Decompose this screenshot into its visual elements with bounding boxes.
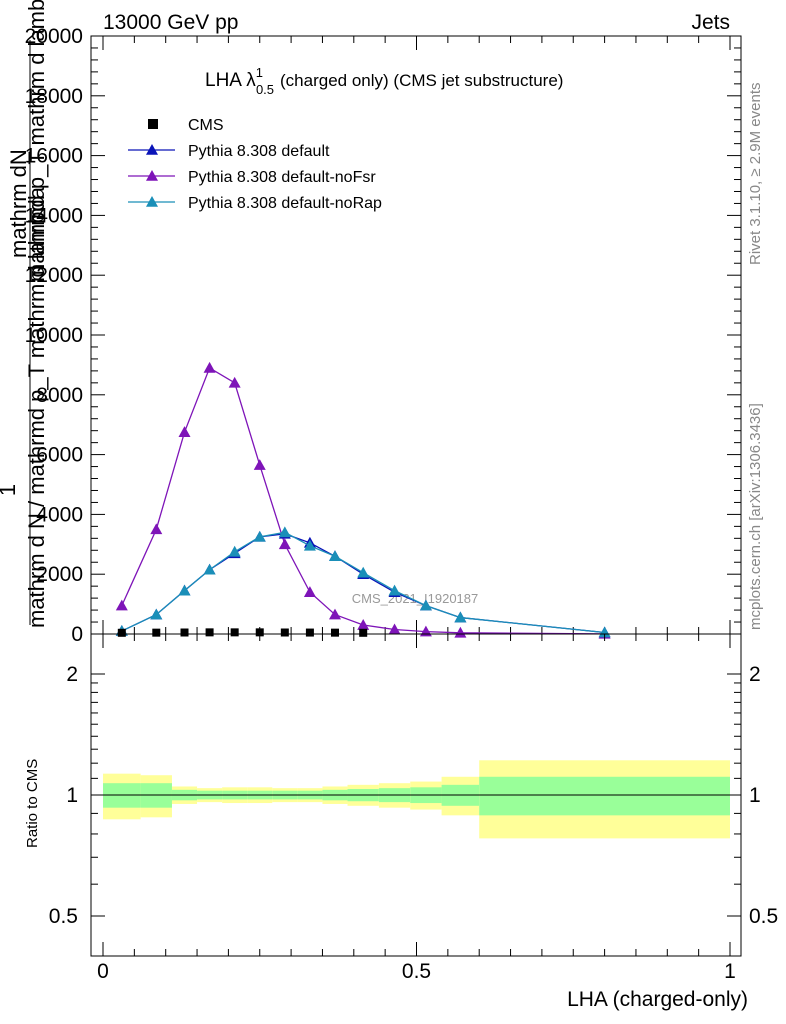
cms-data-point bbox=[152, 628, 161, 637]
series-marker bbox=[388, 623, 401, 635]
series-marker bbox=[357, 619, 370, 630]
y-tick-label: 8000 bbox=[36, 384, 83, 407]
series-marker bbox=[303, 586, 316, 597]
ylabel-denominator: mathrm d N / mathrmd p_T mathrm d lambda bbox=[24, 186, 49, 628]
legend-label: Pythia 8.308 default-noRap bbox=[188, 195, 382, 212]
series-cms bbox=[117, 628, 368, 637]
series-marker bbox=[253, 459, 266, 470]
x-tick-label: 0.5 bbox=[402, 960, 431, 983]
cms-data-point bbox=[305, 628, 314, 637]
source-label: mcplots.cern.ch [arXiv:1306.3436] bbox=[747, 403, 764, 630]
series-marker bbox=[228, 545, 241, 557]
ratio-y-tick-label-right: 2 bbox=[749, 663, 761, 686]
y-tick-label: 4000 bbox=[36, 503, 83, 526]
legend-marker-triangle bbox=[146, 144, 158, 155]
series-marker bbox=[115, 599, 128, 611]
y-tick-label: 20000 bbox=[25, 25, 83, 48]
ylabel-one: 1 bbox=[0, 484, 20, 496]
cms-data-point bbox=[230, 628, 239, 637]
series-marker bbox=[150, 523, 163, 535]
ratio-y-tick-label-right: 0.5 bbox=[749, 905, 778, 928]
series-marker bbox=[253, 530, 266, 542]
legend-label: CMS bbox=[188, 117, 224, 134]
ratio-y-tick-label: 1 bbox=[66, 784, 78, 807]
y-tick-label: 14000 bbox=[25, 204, 83, 227]
y-tick-label: 0 bbox=[71, 623, 83, 646]
series-marker bbox=[328, 608, 341, 620]
series-marker bbox=[278, 538, 291, 550]
series-marker bbox=[203, 361, 216, 373]
chart-title-main: LHA λ bbox=[205, 70, 256, 91]
chart-title: LHA λ1 0.5 (charged only) (CMS jet substru… bbox=[205, 65, 563, 97]
series-marker bbox=[454, 611, 467, 623]
rivet-label: Rivet 3.1.10, ≥ 2.9M events bbox=[747, 83, 764, 266]
series-marker bbox=[278, 526, 291, 538]
y-tick-label: 16000 bbox=[25, 145, 83, 168]
ratio-x-axis: 0 0.5 1 bbox=[97, 634, 736, 983]
series-marker bbox=[328, 550, 341, 562]
cms-data-point bbox=[255, 628, 264, 637]
y-tick-label: 10000 bbox=[25, 324, 83, 347]
ylabel-overlay: mathrmd p_T mathrm d lambda bbox=[24, 0, 49, 282]
ratio-y-tick-label: 0.5 bbox=[49, 905, 78, 928]
cms-data-point bbox=[180, 628, 189, 637]
cms-data-point bbox=[205, 628, 214, 637]
ylabel-numerator: mathrm dN bbox=[6, 149, 31, 258]
series-marker bbox=[598, 626, 611, 638]
y-tick-label: 2000 bbox=[36, 563, 83, 586]
chart-title-sub: 0.5 bbox=[256, 82, 274, 97]
legend-label: Pythia 8.308 default-noFsr bbox=[188, 169, 376, 186]
cms-data-point bbox=[117, 628, 126, 637]
ratio-y-tick-label-right: 1 bbox=[749, 784, 761, 807]
ratio-plot-panel: 0.5 0.51 12 2 0 0.5 1 Ratio to CMS LHA (charg… bbox=[24, 633, 778, 1011]
category-label: Jets bbox=[691, 11, 730, 34]
main-plot-panel: 0 2000 4000 6000 8000 10000 12000 14000 16000 180… bbox=[25, 25, 742, 646]
series-marker bbox=[357, 566, 370, 578]
chart-title-rest: (charged only) (CMS jet substructure) bbox=[280, 71, 563, 90]
series-marker bbox=[178, 584, 191, 596]
main-y-axis-title: mathrm dN 1 mathrm d N / mathrmd p_T mat… bbox=[0, 0, 49, 628]
main-y-axis: 0 2000 4000 6000 8000 10000 12000 14000 16000 180… bbox=[25, 25, 741, 646]
x-tick-label: 1 bbox=[724, 960, 736, 983]
series-line bbox=[121, 531, 605, 634]
series-marker bbox=[303, 539, 316, 551]
cms-data-point bbox=[359, 628, 368, 637]
cms-data-point bbox=[280, 628, 289, 637]
legend-item: CMS bbox=[148, 117, 224, 134]
series-marker bbox=[454, 626, 467, 638]
cms-data-point bbox=[330, 628, 339, 637]
legend-label: Pythia 8.308 default bbox=[188, 143, 330, 160]
analysis-label: CMS_2021_I1920187 bbox=[352, 591, 479, 606]
ratio-ylabel: Ratio to CMS bbox=[24, 759, 41, 848]
x-tick-label: 0 bbox=[97, 960, 109, 983]
legend-marker-triangle bbox=[146, 196, 158, 207]
legend-marker-triangle bbox=[146, 170, 158, 181]
series-marker bbox=[178, 426, 191, 437]
series-marker bbox=[419, 599, 432, 611]
y-tick-label: 6000 bbox=[36, 444, 83, 467]
series-marker bbox=[388, 584, 401, 596]
x-axis-title: LHA (charged-only) bbox=[567, 988, 748, 1011]
legend-marker-square bbox=[148, 119, 158, 129]
main-series-layer bbox=[115, 361, 611, 639]
y-tick-label: 18000 bbox=[25, 85, 83, 108]
legend-item: Pythia 8.308 default-noFsr bbox=[128, 169, 376, 186]
energy-label: 13000 GeV pp bbox=[103, 11, 238, 34]
chart-title-sup: 1 bbox=[256, 65, 263, 80]
ratio-bands-layer bbox=[103, 760, 730, 839]
series-line bbox=[121, 366, 605, 635]
ratio-inner-band bbox=[479, 776, 730, 816]
ratio-y-tick-label: 2 bbox=[66, 663, 78, 686]
series-marker bbox=[228, 376, 241, 388]
legend-item: Pythia 8.308 default-noRap bbox=[128, 195, 382, 212]
ratio-y-axis: 0.5 0.5 1 1 2 2 bbox=[49, 663, 778, 928]
series-marker bbox=[150, 608, 163, 620]
legend: CMS Pythia 8.308 default Pythia 8.308 defa… bbox=[128, 117, 382, 212]
legend-item: Pythia 8.308 default bbox=[128, 143, 330, 160]
series-marker bbox=[203, 563, 216, 575]
y-tick-label: 12000 bbox=[25, 264, 83, 287]
